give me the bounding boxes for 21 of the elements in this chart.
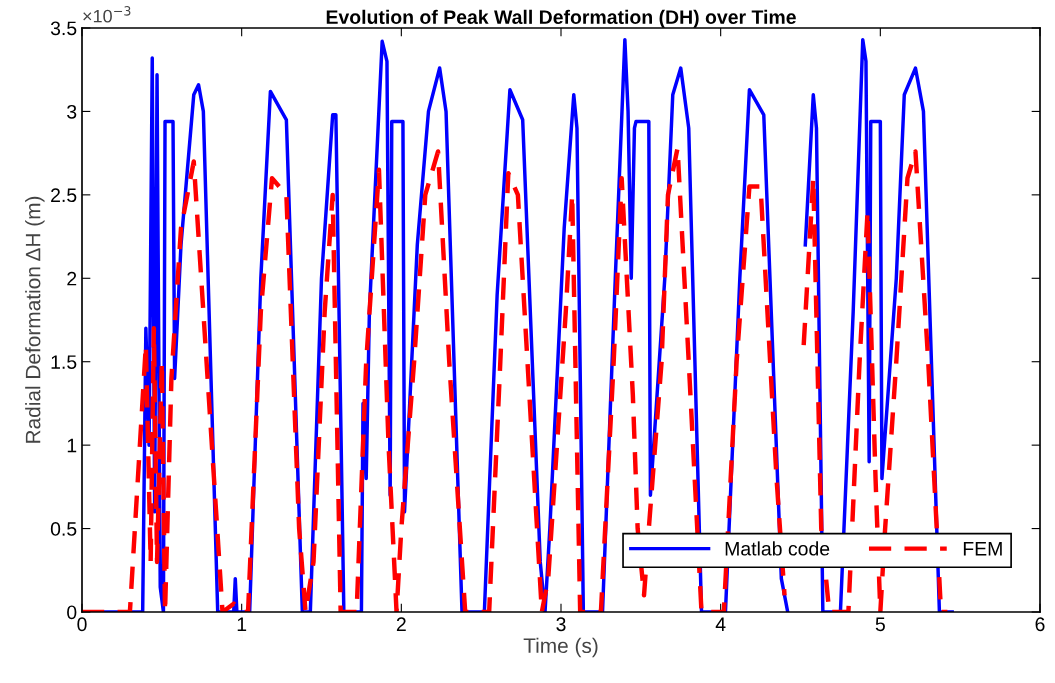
x-tick-label: 5 — [875, 617, 885, 632]
x-tick-label: 4 — [715, 617, 726, 631]
x-axis-title: Time (s) — [523, 637, 598, 658]
legend-label: Matlab code — [725, 541, 830, 556]
y-tick-label: 3 — [67, 104, 77, 119]
y-tick-label: 0 — [67, 605, 77, 620]
y-tick-label: 3.5 — [50, 21, 77, 36]
chart-title: Evolution of Peak Wall Deformation (DH) over Time — [326, 9, 796, 28]
y-tick-label: 0.5 — [50, 522, 77, 536]
y-axis-title: Radial Deformation ΔH (m) — [25, 196, 45, 443]
x-tick-label: 3 — [556, 617, 566, 632]
x-tick-label: 1 — [237, 617, 247, 631]
legend-label: FEM — [963, 542, 1002, 556]
text: ×10$^{−3}$ — [83, 6, 131, 23]
y-tick-label: 1 — [67, 438, 77, 453]
x-tick-label: 0 — [77, 617, 87, 632]
y-tick-label: 2 — [67, 271, 77, 286]
x-tick-label: 2 — [396, 617, 406, 631]
x-tick-label: 6 — [1035, 617, 1045, 632]
y-tick-label: 2.5 — [51, 188, 77, 203]
y-tick-label: 1.5 — [51, 355, 77, 369]
